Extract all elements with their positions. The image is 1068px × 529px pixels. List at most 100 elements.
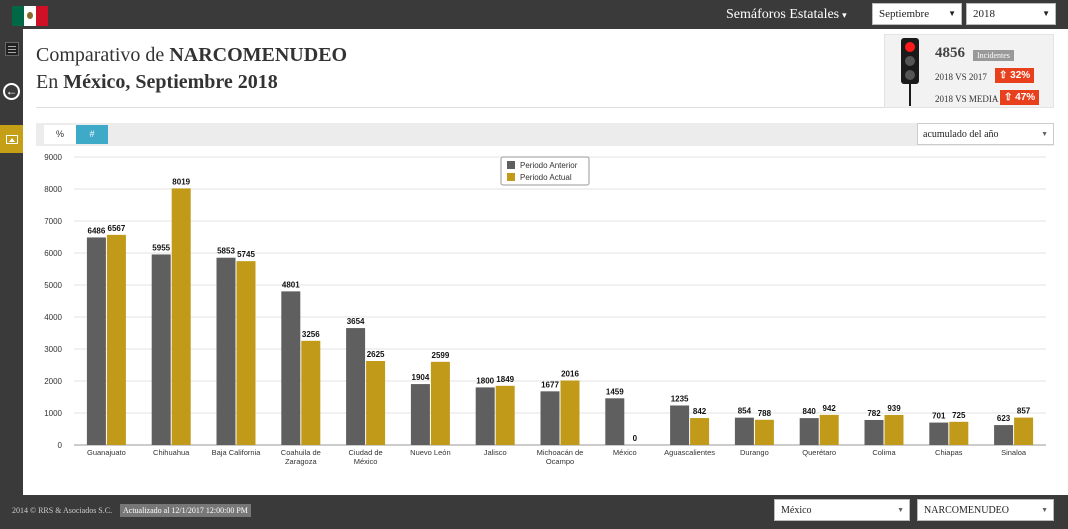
x-tick-label: Coahuila de: [281, 448, 321, 457]
arrow-up-icon: ⇧: [999, 70, 1008, 81]
data-label: 2625: [367, 350, 385, 359]
legend-label: Periodo Anterior: [520, 161, 578, 170]
year-select-value: 2018: [973, 8, 995, 20]
data-label: 854: [738, 407, 752, 416]
month-select[interactable]: Septiembre ▼: [872, 3, 962, 25]
x-tick-label: Querétaro: [802, 448, 836, 457]
bar-anterior: [929, 422, 949, 445]
percent-toggle-button[interactable]: %: [44, 125, 76, 144]
accumulated-select[interactable]: acumulado del año ▼: [917, 123, 1054, 145]
bar-actual: [949, 421, 969, 445]
data-label: 1235: [671, 394, 689, 403]
x-tick-label: Sinaloa: [1001, 448, 1027, 457]
bar-actual: [690, 418, 710, 445]
data-label: 3256: [302, 330, 320, 339]
x-tick-label: Durango: [740, 448, 769, 457]
data-label: 1904: [412, 373, 430, 382]
y-tick-label: 7000: [44, 217, 62, 226]
select-arrow-icon: ▼: [1041, 130, 1048, 138]
data-label: 701: [932, 412, 946, 421]
traffic-light-icon: [901, 38, 919, 84]
select-arrow-icon: ▼: [1042, 9, 1050, 18]
state-select-value: México: [781, 505, 812, 516]
bar-actual: [560, 380, 580, 445]
x-tick-label: Michoacán de: [537, 448, 584, 457]
bar-anterior: [281, 291, 301, 445]
traffic-light-pole: [909, 84, 911, 106]
caret-down-icon: ▾: [842, 10, 847, 20]
kpi-vs-media-pct: 47%: [1015, 92, 1036, 103]
bar-anterior: [410, 384, 430, 445]
title-location-prefix: En: [36, 71, 59, 93]
x-tick-label: Ocampo: [546, 457, 574, 466]
bar-anterior: [994, 425, 1014, 445]
bar-anterior: [605, 398, 625, 445]
x-tick-label: Aguascalientes: [664, 448, 715, 457]
number-toggle-button[interactable]: #: [76, 125, 108, 144]
bar-anterior: [86, 237, 106, 445]
menu-icon: [4, 42, 19, 56]
data-label: 942: [823, 404, 837, 413]
data-label: 5745: [237, 250, 255, 259]
semaforos-dropdown[interactable]: Semáforos Estatales ▾: [726, 7, 847, 23]
kpi-vs-2017-label: 2018 VS 2017: [935, 72, 987, 82]
data-label: 3654: [347, 317, 365, 326]
legend-swatch: [507, 173, 515, 181]
menu-button[interactable]: [0, 35, 23, 63]
select-arrow-icon: ▼: [897, 506, 904, 514]
data-label: 8019: [172, 177, 190, 186]
incident-count: 4856: [935, 45, 965, 61]
mexico-flag-icon: [12, 6, 48, 26]
legend-box: [500, 156, 590, 186]
data-label: 725: [952, 411, 966, 420]
top-bar: Semáforos Estatales ▾ Septiembre ▼ 2018 ▼: [0, 0, 1068, 29]
incidents-badge: Incidentes: [973, 50, 1014, 61]
copyright-text: 2014 © RRS & Asociados S.C.: [12, 506, 113, 515]
crime-select[interactable]: NARCOMENUDEO ▼: [917, 499, 1054, 521]
y-tick-label: 4000: [44, 313, 62, 322]
y-tick-label: 3000: [44, 345, 62, 354]
data-label: 939: [887, 404, 901, 413]
image-view-button[interactable]: [0, 125, 23, 153]
bar-actual: [236, 261, 256, 445]
state-select[interactable]: México ▼: [774, 499, 910, 521]
data-label: 6486: [88, 226, 106, 235]
y-tick-label: 8000: [44, 185, 62, 194]
semaforos-dropdown-label: Semáforos Estatales: [726, 7, 840, 22]
back-button[interactable]: ←: [0, 77, 23, 105]
bar-actual: [819, 414, 839, 445]
bar-anterior: [799, 418, 819, 445]
data-label: 842: [693, 407, 707, 416]
bar-actual: [301, 340, 321, 445]
data-label: 788: [758, 409, 772, 418]
bar-anterior: [216, 257, 236, 445]
x-tick-label: Baja California: [212, 448, 262, 457]
y-tick-label: 0: [58, 441, 63, 450]
data-label: 5853: [217, 247, 235, 256]
bar-anterior: [670, 405, 690, 445]
year-select[interactable]: 2018 ▼: [966, 3, 1056, 25]
x-tick-label: Guanajuato: [87, 448, 126, 457]
footer-bar: 2014 © RRS & Asociados S.C. Actualizado …: [0, 495, 1068, 529]
kpi-vs-2017-pct: 32%: [1010, 70, 1031, 81]
x-tick-label: Jalisco: [484, 448, 507, 457]
updated-timestamp: Actualizado al 12/1/2017 12:00:00 PM: [120, 504, 251, 517]
bar-actual: [171, 188, 191, 445]
bar-actual: [754, 419, 774, 445]
data-label: 1677: [541, 380, 559, 389]
legend-label: Periodo Actual: [520, 173, 572, 182]
x-tick-label: Chiapas: [935, 448, 963, 457]
x-tick-label: México: [613, 448, 637, 457]
bar-anterior: [864, 419, 884, 445]
data-label: 5955: [152, 243, 170, 252]
y-tick-label: 6000: [44, 249, 62, 258]
data-label: 623: [997, 414, 1011, 423]
y-tick-label: 5000: [44, 281, 62, 290]
kpi-vs-media-value: ⇧ 47%: [1000, 90, 1040, 105]
bar-actual: [366, 361, 386, 445]
data-label: 1800: [476, 376, 494, 385]
y-tick-label: 1000: [44, 409, 62, 418]
crime-select-value: NARCOMENUDEO: [924, 505, 1009, 516]
bar-actual: [430, 361, 450, 445]
arrow-up-icon: ⇧: [1004, 92, 1013, 103]
